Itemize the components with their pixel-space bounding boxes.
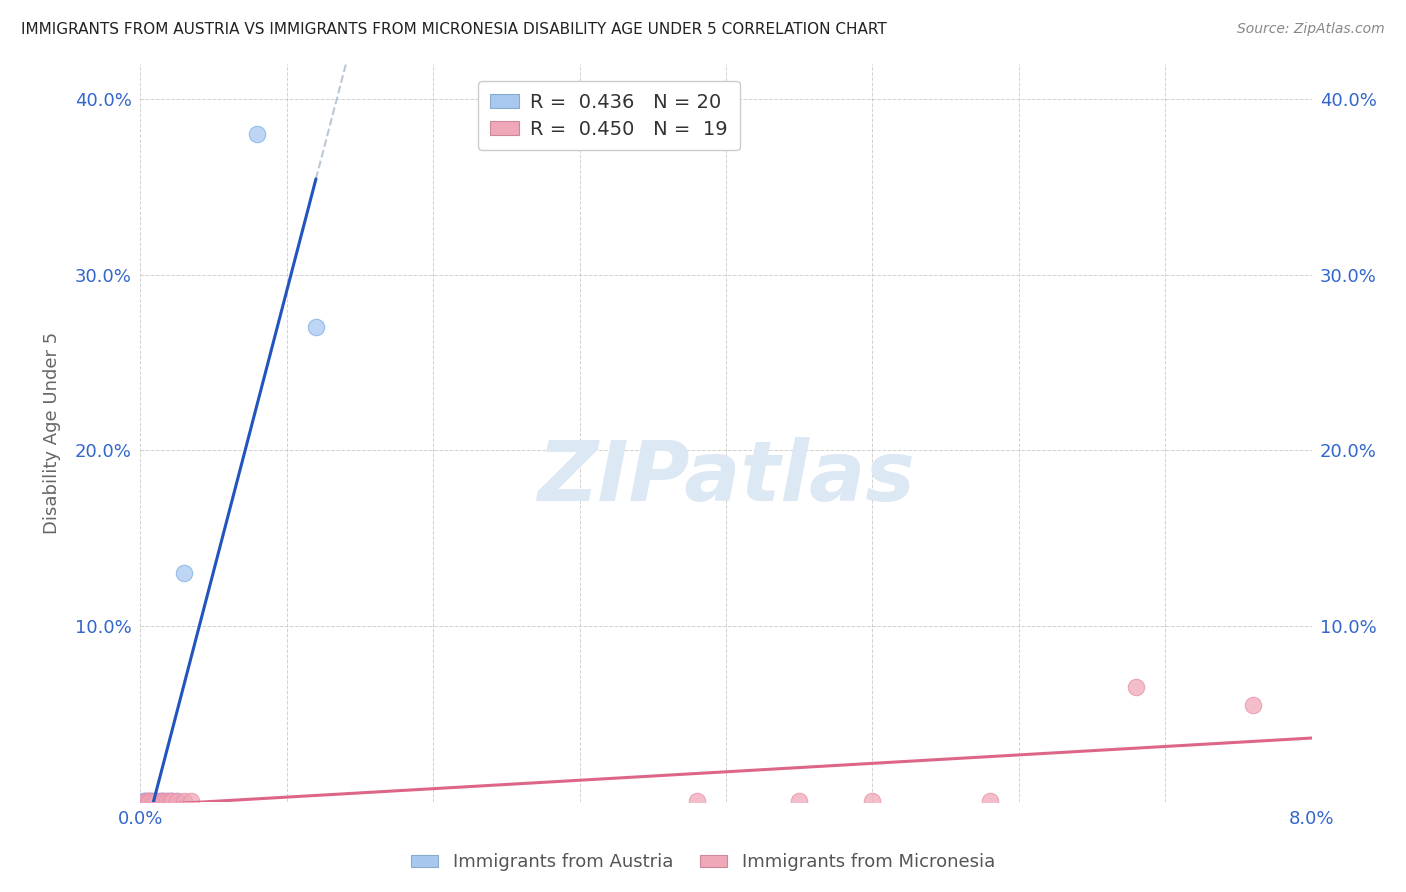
Point xyxy=(173,794,195,808)
Point xyxy=(159,794,181,808)
Point xyxy=(135,794,157,808)
Point xyxy=(143,794,166,808)
Point xyxy=(155,794,177,808)
Point xyxy=(787,794,810,808)
Point xyxy=(136,794,159,808)
Point xyxy=(162,794,184,808)
Point xyxy=(152,794,174,808)
Point xyxy=(180,794,202,808)
Point xyxy=(139,794,162,808)
Point xyxy=(1241,698,1264,712)
Point xyxy=(166,794,188,808)
Point xyxy=(136,794,159,808)
Text: IMMIGRANTS FROM AUSTRIA VS IMMIGRANTS FROM MICRONESIA DISABILITY AGE UNDER 5 COR: IMMIGRANTS FROM AUSTRIA VS IMMIGRANTS FR… xyxy=(21,22,887,37)
Point xyxy=(155,794,177,808)
Y-axis label: Disability Age Under 5: Disability Age Under 5 xyxy=(44,332,60,534)
Point xyxy=(149,794,172,808)
Point xyxy=(132,794,155,808)
Point xyxy=(162,794,184,808)
Point xyxy=(150,794,173,808)
Point xyxy=(145,794,167,808)
Legend: Immigrants from Austria, Immigrants from Micronesia: Immigrants from Austria, Immigrants from… xyxy=(404,847,1002,879)
Point xyxy=(159,794,181,808)
Legend: R =  0.436   N = 20, R =  0.450   N =  19: R = 0.436 N = 20, R = 0.450 N = 19 xyxy=(478,81,740,150)
Point xyxy=(146,794,169,808)
Point xyxy=(145,794,167,808)
Point xyxy=(141,794,163,808)
Point xyxy=(860,794,883,808)
Point xyxy=(173,566,195,581)
Point xyxy=(134,794,156,808)
Point xyxy=(134,794,156,808)
Point xyxy=(142,794,165,808)
Text: ZIPatlas: ZIPatlas xyxy=(537,436,915,517)
Point xyxy=(138,794,160,808)
Point xyxy=(246,128,269,142)
Point xyxy=(166,794,188,808)
Point xyxy=(979,794,1001,808)
Point xyxy=(1125,681,1147,695)
Point xyxy=(139,794,162,808)
Text: Source: ZipAtlas.com: Source: ZipAtlas.com xyxy=(1237,22,1385,37)
Point xyxy=(152,794,174,808)
Point xyxy=(149,794,172,808)
Point xyxy=(686,794,709,808)
Point xyxy=(305,320,328,334)
